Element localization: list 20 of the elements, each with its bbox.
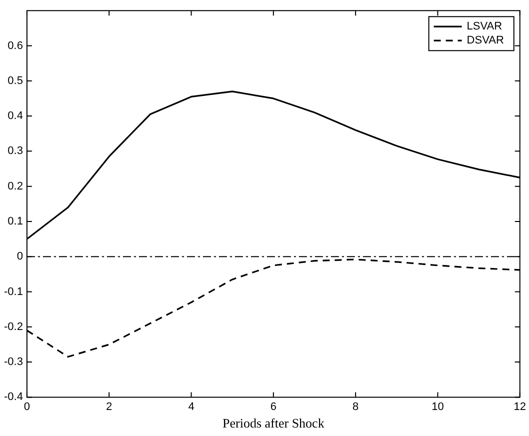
x-tick-label: 12	[514, 400, 526, 413]
x-tick-label: 10	[432, 400, 444, 413]
y-tick-label: 0.1	[8, 216, 23, 228]
x-axis-title: Periods after Shock	[222, 416, 325, 431]
x-tick-label: 8	[352, 400, 359, 413]
x-tick-label: 6	[270, 400, 276, 413]
y-tick-label: -0.1	[4, 286, 23, 298]
y-tick-label: -0.4	[4, 391, 23, 404]
y-tick-label: -0.3	[4, 356, 23, 368]
legend-label: DSVAR	[466, 34, 504, 47]
y-tick-label: 0.3	[8, 145, 23, 158]
legend-label: LSVAR	[466, 20, 502, 33]
y-tick-label: 0.2	[8, 180, 23, 192]
y-tick-label: 0.6	[8, 40, 23, 52]
y-tick-label: -0.2	[4, 320, 23, 333]
y-tick-label: 0.4	[8, 110, 23, 122]
x-tick-label: 2	[106, 400, 112, 413]
y-tick-label: 0.5	[8, 74, 23, 87]
y-tick-label: 0	[16, 250, 23, 263]
x-tick-label: 4	[188, 400, 194, 413]
